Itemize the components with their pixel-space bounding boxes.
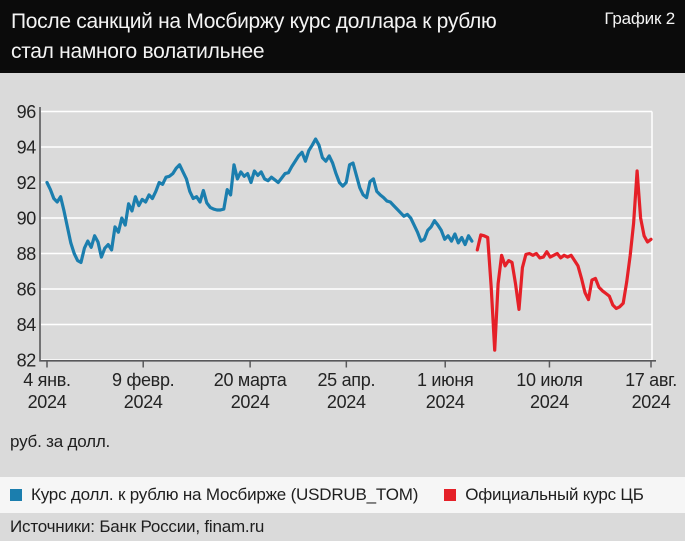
x-tick-label: 10 июля (516, 370, 582, 390)
legend: Курс долл. к рублю на Мосбирже (USDRUB_T… (0, 477, 685, 513)
chart-title: После санкций на Мосбиржу курс доллара к… (11, 7, 497, 67)
x-tick-label: 17 авг. (625, 370, 677, 390)
chart-number-label: График 2 (604, 9, 675, 28)
x-tick-label-year: 2024 (426, 392, 465, 412)
legend-swatch-blue-icon (10, 489, 22, 501)
y-tick-label: 96 (17, 102, 37, 122)
y-tick-label: 92 (17, 173, 37, 193)
x-tick-label-year: 2024 (632, 392, 671, 412)
legend-item-usdrub-tom: Курс долл. к рублю на Мосбирже (USDRUB_T… (10, 485, 418, 505)
x-tick-label: 9 февр. (112, 370, 174, 390)
y-tick-label: 88 (17, 244, 37, 264)
y-tick-label: 94 (17, 138, 37, 158)
chart-title-line2: стал намного волатильнее (11, 40, 265, 63)
y-tick-label: 84 (17, 315, 37, 335)
x-tick-label-year: 2024 (327, 392, 366, 412)
y-tick-label: 90 (17, 209, 37, 229)
legend-label-usdrub-tom: Курс долл. к рублю на Мосбирже (USDRUB_T… (31, 485, 419, 504)
series-usdrub-tom-line (45, 137, 474, 264)
y-tick-label: 86 (17, 280, 37, 300)
series-cb-official-line (475, 169, 653, 352)
legend-swatch-red-icon (444, 489, 457, 501)
x-tick-label: 4 янв. (23, 370, 70, 390)
x-tick-label-year: 2024 (124, 392, 163, 412)
chart-title-line1: После санкций на Мосбиржу курс доллара к… (11, 10, 497, 33)
y-axis-unit-label: руб. за долл. (10, 432, 111, 451)
axis-lines (39, 107, 656, 362)
legend-label-cb-rate: Официальный курс ЦБ (465, 485, 644, 504)
chart-header: После санкций на Мосбиржу курс доллара к… (0, 0, 685, 73)
y-tick-label: 82 (17, 351, 37, 371)
x-tick-label: 25 апр. (317, 370, 375, 390)
x-tick-label: 20 марта (214, 370, 288, 390)
legend-item-cb-rate: Официальный курс ЦБ (444, 485, 644, 505)
x-tick-label-year: 2024 (28, 392, 67, 412)
x-tick-label-year: 2024 (530, 392, 569, 412)
x-tick-label: 1 июня (417, 370, 473, 390)
sources-line: Источники: Банк России, finam.ru (10, 517, 265, 536)
x-tick-label-year: 2024 (231, 392, 270, 412)
